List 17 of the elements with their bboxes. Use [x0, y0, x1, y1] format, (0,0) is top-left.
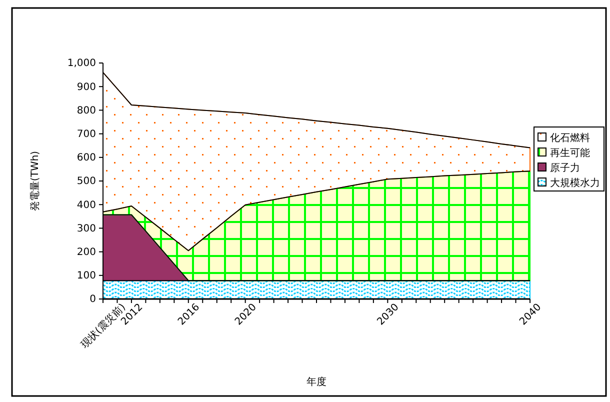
legend-label: 大規模水力: [550, 177, 600, 189]
y-tick-label: 300: [76, 223, 96, 234]
y-axis-title: 発電量(TWh): [30, 150, 41, 212]
legend-label: 化石燃料: [550, 132, 590, 144]
y-tick-label: 700: [76, 129, 96, 140]
y-tick-label: 800: [76, 105, 96, 116]
legend-label: 再生可能: [550, 147, 590, 159]
y-tick-label: 0: [90, 294, 96, 306]
y-tick-label: 600: [76, 152, 96, 164]
y-tick-label: 100: [76, 270, 96, 282]
y-tick-label: 200: [76, 247, 96, 258]
y-tick-label: 900: [76, 82, 96, 93]
legend-label: 原子力: [550, 162, 580, 174]
y-tick-label: 500: [76, 176, 96, 188]
x-axis-title: 年度: [306, 376, 326, 388]
y-tick-label: 400: [76, 200, 96, 211]
y-tick-label: 1,000: [67, 58, 96, 70]
